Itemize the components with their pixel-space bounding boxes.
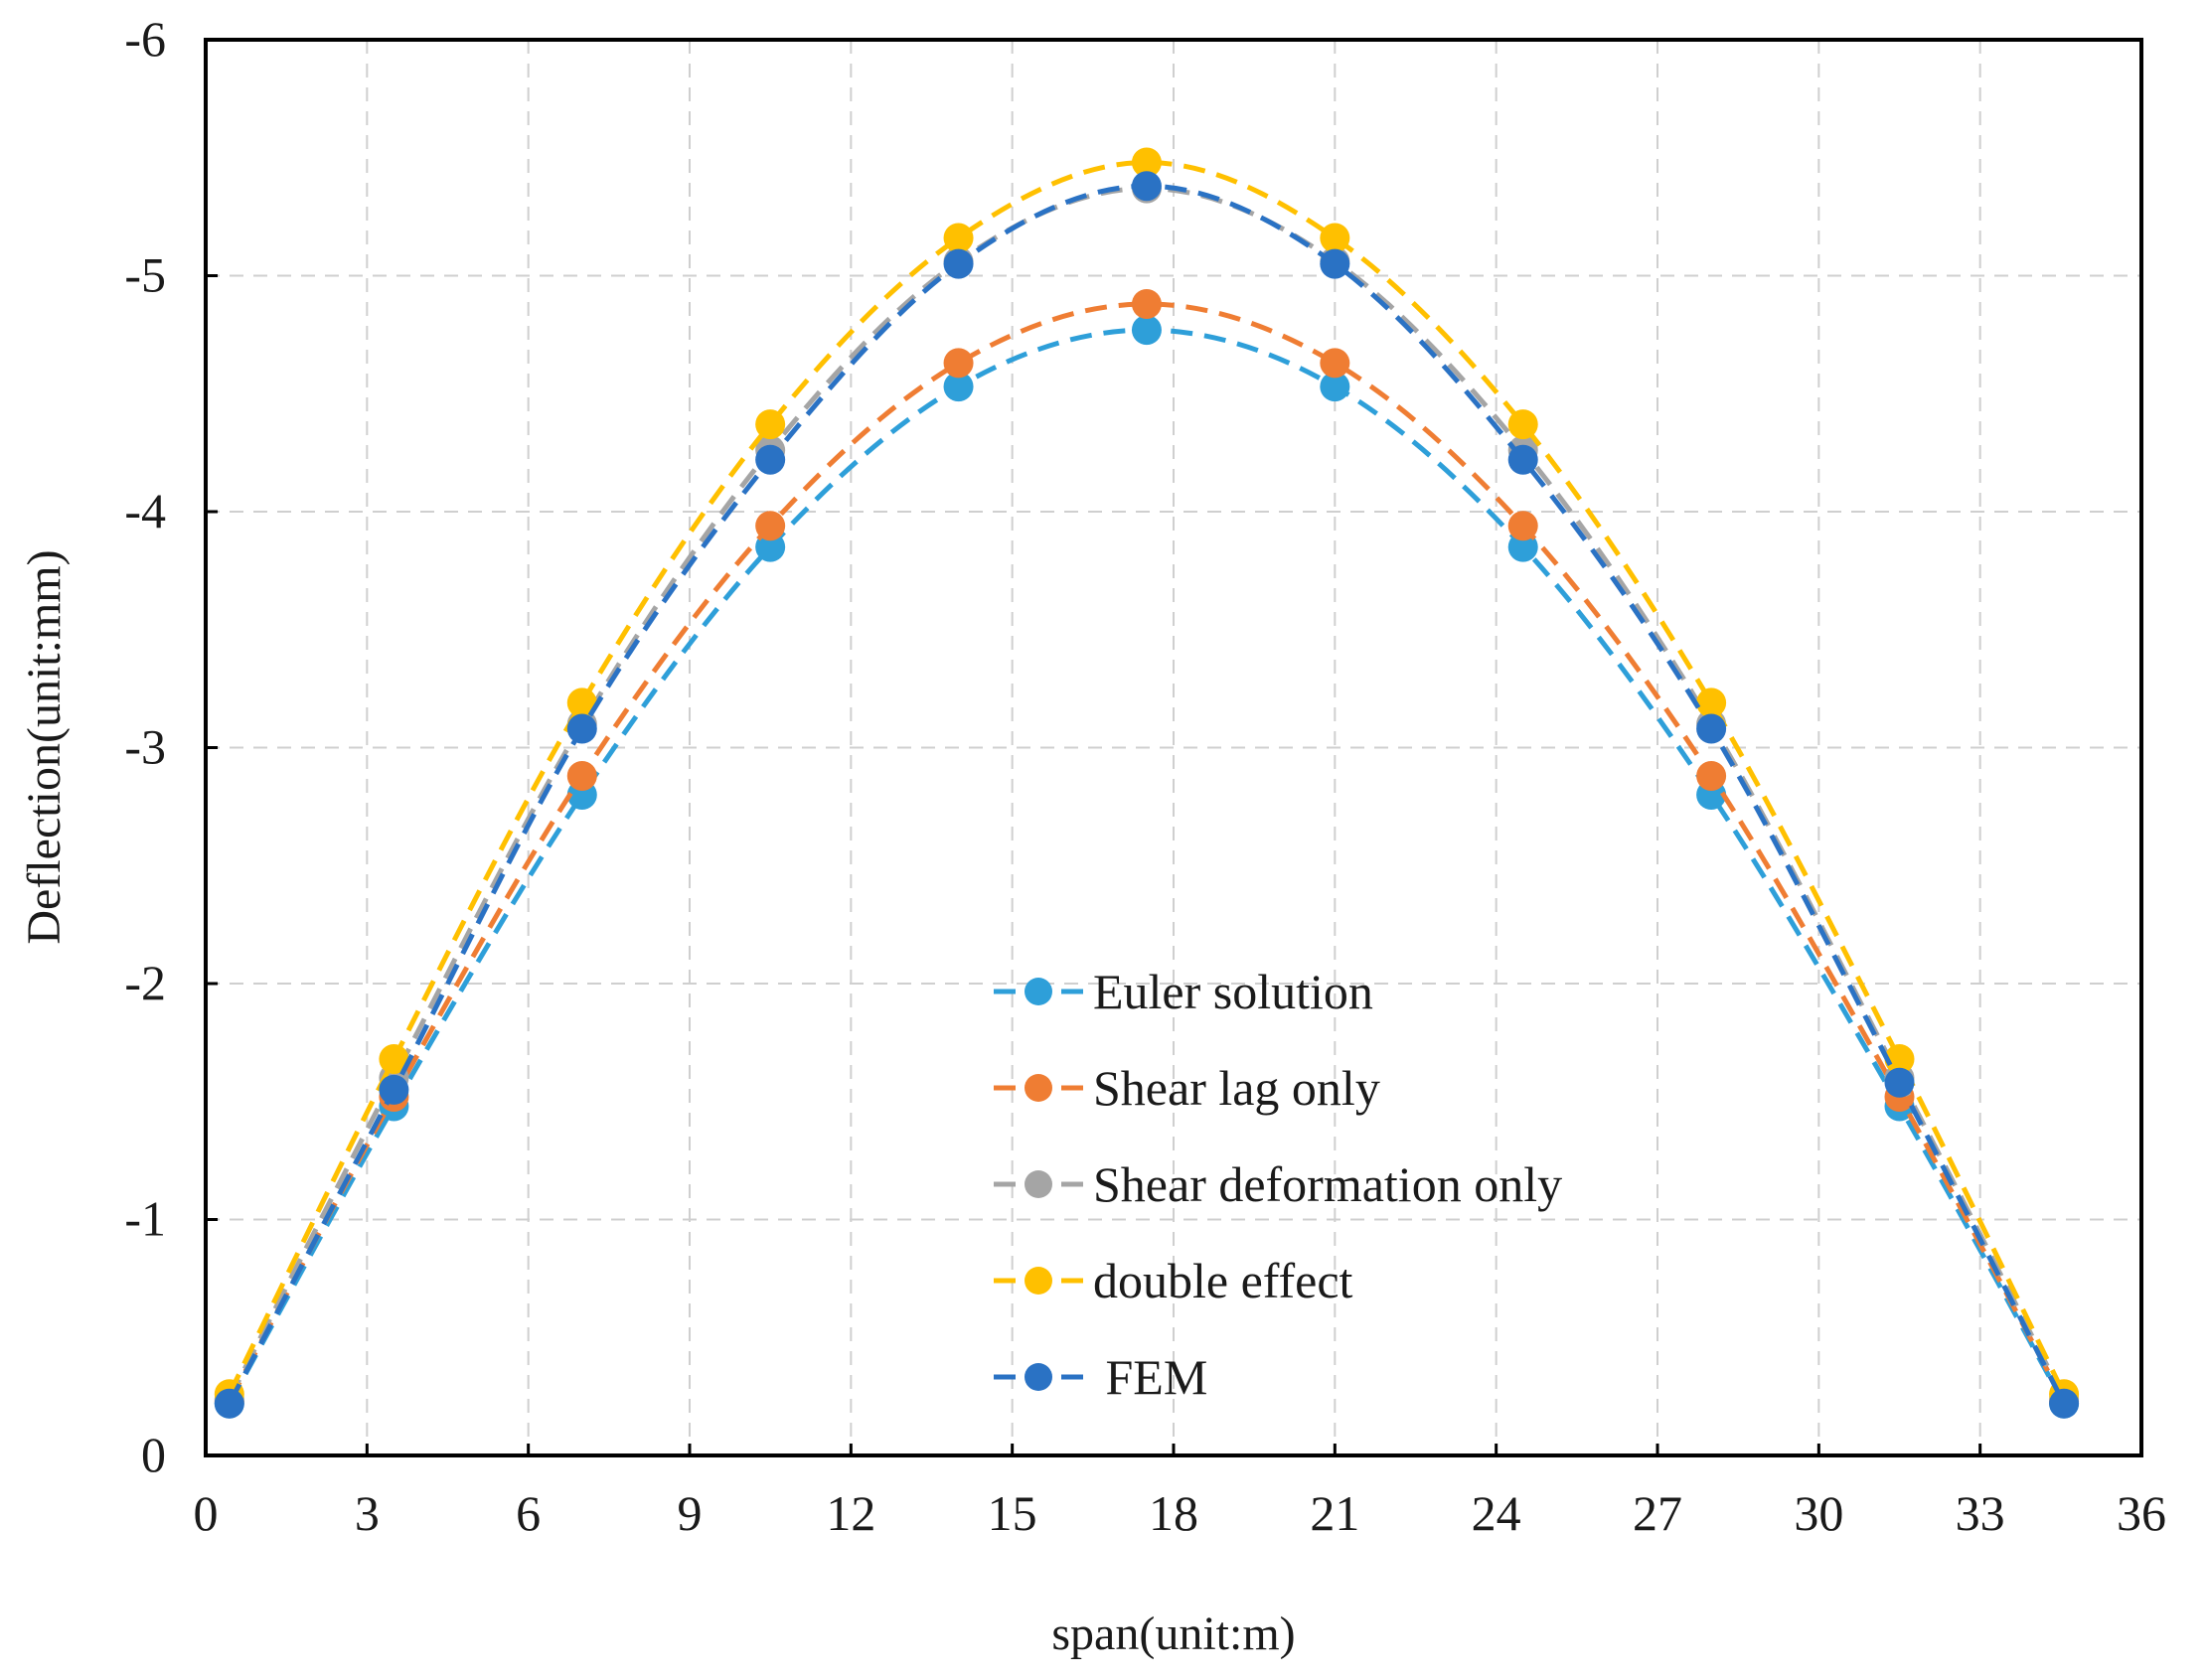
series-5 bbox=[214, 171, 2080, 1419]
series-3 bbox=[214, 173, 2080, 1414]
data-point bbox=[1696, 687, 1727, 718]
legend-item: Shear lag only bbox=[994, 1060, 1380, 1116]
series-line bbox=[227, 183, 2067, 1405]
data-point bbox=[214, 1388, 244, 1419]
x-tick-label: 36 bbox=[2117, 1485, 2166, 1541]
x-tick-label: 3 bbox=[355, 1485, 380, 1541]
legend-label: FEM bbox=[1093, 1349, 1207, 1405]
data-point bbox=[1131, 315, 1162, 346]
x-tick-label: 12 bbox=[826, 1485, 875, 1541]
y-tick-label: 0 bbox=[141, 1427, 166, 1482]
y-axis-title: Deflection(unit:mm) bbox=[18, 549, 71, 944]
data-point bbox=[1696, 713, 1727, 744]
data-point bbox=[1507, 532, 1538, 562]
data-point bbox=[1131, 147, 1162, 178]
y-tick-label: -6 bbox=[124, 11, 166, 67]
data-point bbox=[1320, 372, 1350, 402]
data-point bbox=[566, 713, 597, 744]
data-point bbox=[1131, 289, 1162, 319]
legend: Euler solution Shear lag only Shear deform… bbox=[994, 964, 1562, 1405]
data-point bbox=[1884, 1044, 1915, 1074]
data-point bbox=[1320, 248, 1350, 279]
data-point bbox=[1696, 761, 1727, 791]
legend-item: double effect bbox=[994, 1253, 1353, 1308]
legend-label: Shear deformation only bbox=[1093, 1156, 1562, 1212]
y-tick-label: -2 bbox=[124, 955, 166, 1010]
x-tick-label: 6 bbox=[516, 1485, 541, 1541]
x-tick-label: 9 bbox=[678, 1485, 703, 1541]
legend-label: Shear lag only bbox=[1093, 1060, 1380, 1116]
data-point bbox=[2049, 1388, 2080, 1419]
series-layer bbox=[214, 147, 2080, 1419]
x-tick-label: 15 bbox=[988, 1485, 1037, 1541]
data-point bbox=[379, 1074, 409, 1105]
legend-label: Euler solution bbox=[1093, 964, 1373, 1019]
data-point bbox=[943, 223, 974, 253]
data-point bbox=[755, 444, 786, 475]
data-point bbox=[1507, 511, 1538, 541]
data-point bbox=[379, 1044, 409, 1074]
data-point bbox=[943, 372, 974, 402]
legend-marker bbox=[1025, 1170, 1052, 1198]
data-point bbox=[1320, 223, 1350, 253]
legend-item: Shear deformation only bbox=[994, 1156, 1562, 1212]
x-tick-label: 24 bbox=[1472, 1485, 1521, 1541]
grid-layer bbox=[206, 40, 2141, 1455]
x-tick-label: 21 bbox=[1310, 1485, 1359, 1541]
legend-marker bbox=[1025, 1074, 1052, 1102]
data-point bbox=[1884, 1067, 1915, 1098]
data-point bbox=[755, 511, 786, 541]
data-point bbox=[566, 761, 597, 791]
data-point bbox=[943, 348, 974, 379]
x-tick-label: 27 bbox=[1633, 1485, 1682, 1541]
data-point bbox=[755, 532, 786, 562]
series-line bbox=[227, 301, 2067, 1403]
x-tick-label: 33 bbox=[1956, 1485, 2005, 1541]
legend-label: double effect bbox=[1093, 1253, 1353, 1308]
data-point bbox=[755, 409, 786, 440]
series-line bbox=[227, 186, 2067, 1401]
y-tick-label: -4 bbox=[124, 483, 166, 538]
data-point bbox=[1507, 409, 1538, 440]
data-point bbox=[1131, 171, 1162, 202]
x-tick-label: 0 bbox=[194, 1485, 219, 1541]
tick-layer: 0 3 6 9 12 15 18 21 24 27 30 33 360-1-2-3-4-5-6 bbox=[124, 11, 2166, 1541]
legend-marker bbox=[1025, 1363, 1052, 1391]
y-tick-label: -5 bbox=[124, 247, 166, 303]
series-line bbox=[227, 159, 2067, 1396]
x-tick-label: 30 bbox=[1794, 1485, 1843, 1541]
legend-marker bbox=[1025, 978, 1052, 1005]
y-tick-label: -1 bbox=[124, 1191, 166, 1247]
y-tick-label: -3 bbox=[124, 719, 166, 775]
data-point bbox=[943, 248, 974, 279]
data-point bbox=[1507, 444, 1538, 475]
data-point bbox=[1320, 348, 1350, 379]
data-point bbox=[566, 687, 597, 718]
x-axis-title: span(unit:m) bbox=[1051, 1607, 1295, 1660]
series-2 bbox=[214, 289, 2080, 1417]
legend-item: Euler solution bbox=[994, 964, 1373, 1019]
legend-item: FEM bbox=[994, 1349, 1207, 1405]
x-tick-label: 18 bbox=[1149, 1485, 1198, 1541]
legend-marker bbox=[1025, 1267, 1052, 1295]
